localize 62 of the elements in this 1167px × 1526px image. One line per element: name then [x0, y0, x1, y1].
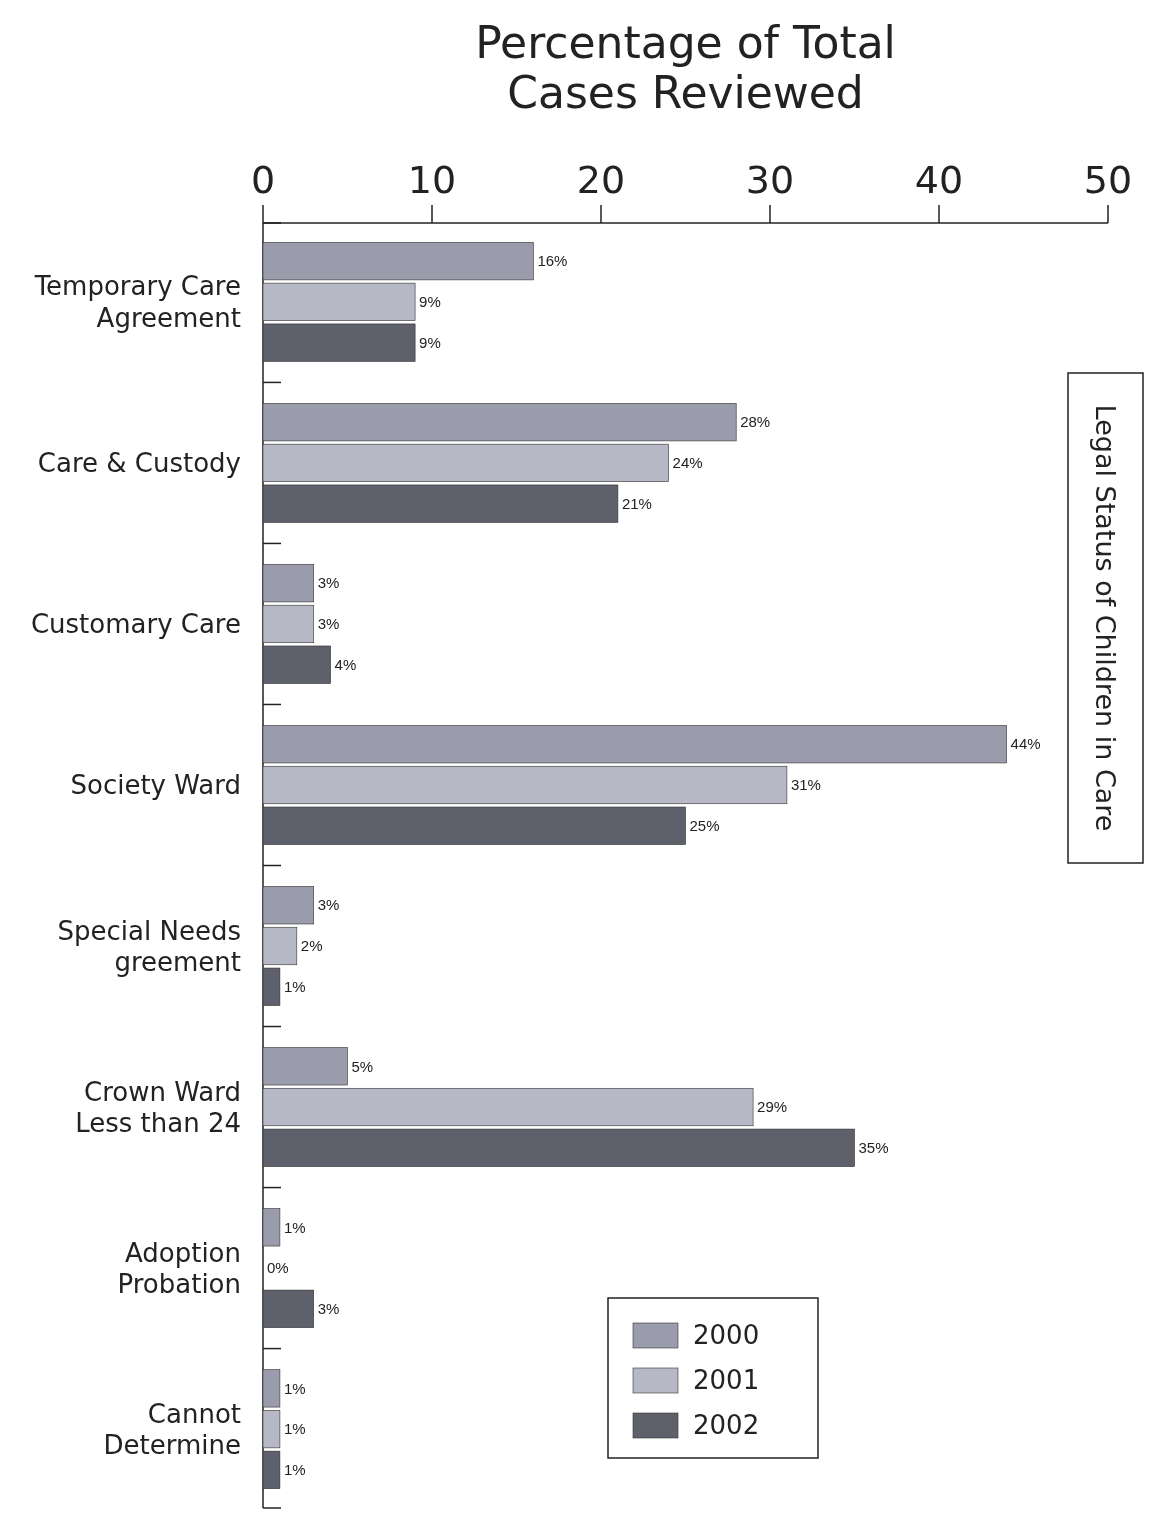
y-tick-label: Cannot Determine	[103, 1398, 241, 1460]
x-tick-label: 20	[576, 158, 626, 202]
legend-label: 2001	[693, 1365, 760, 1396]
data-label: 3%	[317, 574, 340, 592]
data-label: 9%	[419, 293, 441, 311]
data-label: 3%	[317, 615, 340, 633]
bar	[262, 806, 686, 845]
data-label: 1%	[283, 1420, 306, 1438]
bar	[262, 1208, 281, 1247]
data-label: 28%	[740, 413, 771, 431]
y-tick-label: Customary Care	[30, 609, 241, 640]
legend-label: 2000	[693, 1320, 760, 1351]
data-label: 21%	[621, 494, 652, 512]
x-tick-label: 0	[250, 158, 276, 202]
bar	[262, 645, 331, 684]
data-label: 2%	[300, 937, 323, 955]
bar	[262, 886, 314, 925]
y-tick-label: Temporary Care Agreement	[33, 271, 241, 333]
legend-label: 2002	[693, 1410, 760, 1441]
bar	[262, 765, 788, 805]
data-label: 9%	[419, 333, 441, 351]
bar	[262, 1289, 314, 1328]
data-label: 31%	[790, 776, 821, 794]
x-tick-label: 10	[407, 158, 457, 202]
data-label: 29%	[757, 1098, 788, 1116]
data-label: 35%	[858, 1139, 889, 1157]
x-axis-title: Percentage of Total Cases Reviewed	[475, 17, 896, 118]
x-tick-label: 30	[745, 158, 795, 202]
y-tick-label: Care & Custody	[37, 448, 241, 479]
data-label: 25%	[689, 817, 720, 835]
data-label: 1%	[283, 1218, 306, 1236]
data-label: 5%	[351, 1057, 374, 1075]
bar	[262, 1087, 754, 1127]
y-tick-label: Adoption Probation	[117, 1237, 241, 1299]
y-tick-label: Special Needs greement	[57, 915, 241, 977]
data-label: 1%	[283, 1461, 306, 1479]
data-label: 16%	[537, 252, 568, 270]
data-label: 3%	[317, 896, 340, 914]
x-tick-label: 40	[914, 158, 964, 202]
data-label: 4%	[334, 655, 357, 673]
bar	[262, 443, 669, 482]
bar	[262, 967, 281, 1006]
data-label: 24%	[672, 454, 703, 472]
y-tick-label: Society Ward	[70, 770, 241, 801]
bar	[262, 1128, 855, 1167]
bar	[262, 484, 619, 523]
bar	[262, 604, 314, 644]
bar	[262, 926, 298, 966]
data-label: 0%	[267, 1259, 289, 1277]
data-label: 1%	[283, 978, 306, 996]
bar	[262, 1047, 348, 1086]
bar	[262, 403, 737, 442]
x-tick-label: 50	[1083, 158, 1133, 202]
y-tick-label: Crown Ward Less than 24	[75, 1076, 241, 1138]
bar	[262, 564, 314, 603]
bar	[262, 725, 1007, 764]
data-label: 3%	[317, 1300, 340, 1318]
text: Legal Status of Children in Care	[1089, 404, 1121, 832]
bar	[262, 1369, 281, 1408]
data-label: 44%	[1010, 735, 1041, 753]
data-label: 1%	[283, 1379, 306, 1397]
bar	[262, 323, 416, 362]
